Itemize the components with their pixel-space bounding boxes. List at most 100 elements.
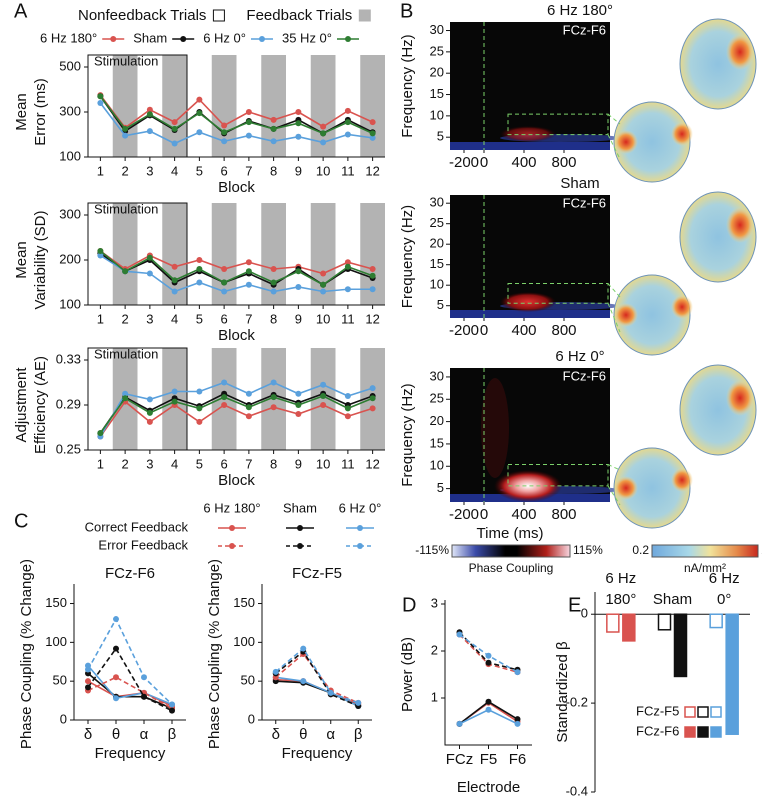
x-tick-label: 6 bbox=[221, 456, 228, 471]
y-axis-label: Adjustment bbox=[13, 367, 30, 443]
x-tick-label: 12 bbox=[365, 456, 379, 471]
colorbar-tick-label: 115% bbox=[573, 543, 603, 557]
feedback-shade bbox=[112, 203, 138, 305]
y-axis-label: Mean bbox=[13, 241, 30, 279]
brain-hot bbox=[726, 207, 754, 243]
x-tick-label: 7 bbox=[245, 456, 252, 471]
data-point bbox=[196, 418, 203, 425]
x-tick-label: -200 bbox=[449, 154, 479, 171]
data-point bbox=[171, 125, 178, 132]
data-point bbox=[344, 393, 351, 399]
data-point bbox=[122, 125, 129, 132]
x-axis-label: Electrode bbox=[457, 779, 520, 796]
data-point bbox=[113, 616, 119, 623]
roi-box bbox=[507, 113, 609, 136]
y-tick-label: 20 bbox=[430, 413, 444, 428]
data-point bbox=[369, 134, 376, 141]
data-point bbox=[272, 668, 279, 675]
data-point bbox=[171, 140, 178, 147]
x-tick-label: 9 bbox=[295, 456, 302, 471]
brain-hot bbox=[671, 122, 693, 146]
y-axis-label: Phase Coupling (% Change) bbox=[18, 559, 35, 749]
heatmap-blob bbox=[494, 470, 562, 502]
series-line bbox=[275, 650, 359, 707]
legend-swatch bbox=[684, 706, 696, 718]
feedback-shade bbox=[360, 55, 385, 157]
colorbar-tick-label: -115% bbox=[415, 543, 449, 557]
data-point bbox=[113, 674, 119, 681]
y-axis-label: Error (ms) bbox=[32, 78, 49, 146]
bar bbox=[709, 613, 723, 629]
brain-link bbox=[607, 283, 621, 298]
x-tick-label: 11 bbox=[341, 163, 355, 178]
data-point bbox=[344, 263, 351, 270]
x-tick-label: 11 bbox=[341, 311, 355, 326]
x-tick-label: 5 bbox=[196, 163, 203, 178]
bar bbox=[673, 613, 688, 678]
legend-label: FCz-F6 bbox=[636, 723, 679, 738]
data-point bbox=[514, 720, 521, 727]
heatmap-band bbox=[450, 142, 610, 150]
data-point bbox=[146, 254, 153, 261]
data-point bbox=[221, 394, 228, 401]
data-point bbox=[320, 130, 327, 137]
colorbar bbox=[651, 544, 759, 558]
x-tick-label: 800 bbox=[551, 322, 576, 339]
y-tick-label: 0 bbox=[581, 606, 588, 621]
brain-hot bbox=[614, 130, 638, 154]
x-tick-label: β bbox=[354, 726, 363, 743]
stimulation-label: Stimulation bbox=[94, 53, 158, 68]
data-point bbox=[171, 388, 178, 395]
colorbar-label: nA/mm² bbox=[684, 561, 726, 575]
y-tick-label: 0 bbox=[60, 711, 67, 726]
x-axis-label: Block bbox=[218, 472, 255, 489]
legend-swatch bbox=[697, 706, 709, 718]
data-point bbox=[245, 119, 252, 126]
data-point bbox=[270, 138, 277, 145]
data-point bbox=[146, 270, 153, 277]
x-tick-label: 10 bbox=[316, 456, 330, 471]
data-point bbox=[270, 116, 277, 123]
data-point bbox=[369, 395, 376, 402]
y-axis-label: Standardized β bbox=[554, 641, 571, 743]
y-tick-label: 25 bbox=[430, 215, 444, 230]
x-tick-label: 4 bbox=[171, 456, 178, 471]
data-point bbox=[344, 405, 351, 412]
legend-swatch bbox=[358, 9, 371, 22]
x-tick-label: 2 bbox=[122, 163, 129, 178]
y-tick-label: 100 bbox=[59, 148, 81, 163]
data-point bbox=[97, 430, 104, 437]
axis bbox=[444, 600, 532, 746]
heatmap-band bbox=[450, 310, 610, 318]
series-line bbox=[87, 665, 173, 706]
data-point bbox=[369, 266, 376, 272]
brain-link bbox=[607, 485, 621, 506]
data-point bbox=[221, 379, 228, 386]
series-line bbox=[99, 95, 373, 135]
y-tick-label: 0.33 bbox=[56, 351, 81, 366]
y-tick-label: 25 bbox=[430, 391, 444, 406]
data-point bbox=[344, 286, 351, 293]
axis bbox=[73, 584, 186, 721]
y-tick-label: -0.4 bbox=[566, 783, 588, 798]
data-point bbox=[456, 720, 463, 727]
x-tick-label: 3 bbox=[146, 456, 153, 471]
x-tick-label: 8 bbox=[270, 456, 277, 471]
data-point bbox=[122, 132, 129, 139]
data-point bbox=[97, 248, 104, 254]
data-point bbox=[141, 674, 147, 681]
heatmap-annotation: FCz-F6 bbox=[563, 195, 606, 210]
data-point bbox=[295, 284, 302, 290]
roi-box bbox=[507, 283, 609, 304]
x-tick-label: 400 bbox=[511, 506, 536, 523]
data-point bbox=[300, 678, 307, 685]
heatmap-blob bbox=[481, 378, 509, 478]
data-point bbox=[320, 123, 327, 130]
y-tick-label: 10 bbox=[430, 107, 444, 122]
data-point bbox=[300, 645, 307, 652]
data-point bbox=[85, 678, 91, 685]
brain-hot bbox=[614, 476, 638, 500]
series-line bbox=[99, 102, 373, 145]
feedback-shade bbox=[112, 55, 138, 157]
y-tick-label: 150 bbox=[45, 595, 67, 610]
